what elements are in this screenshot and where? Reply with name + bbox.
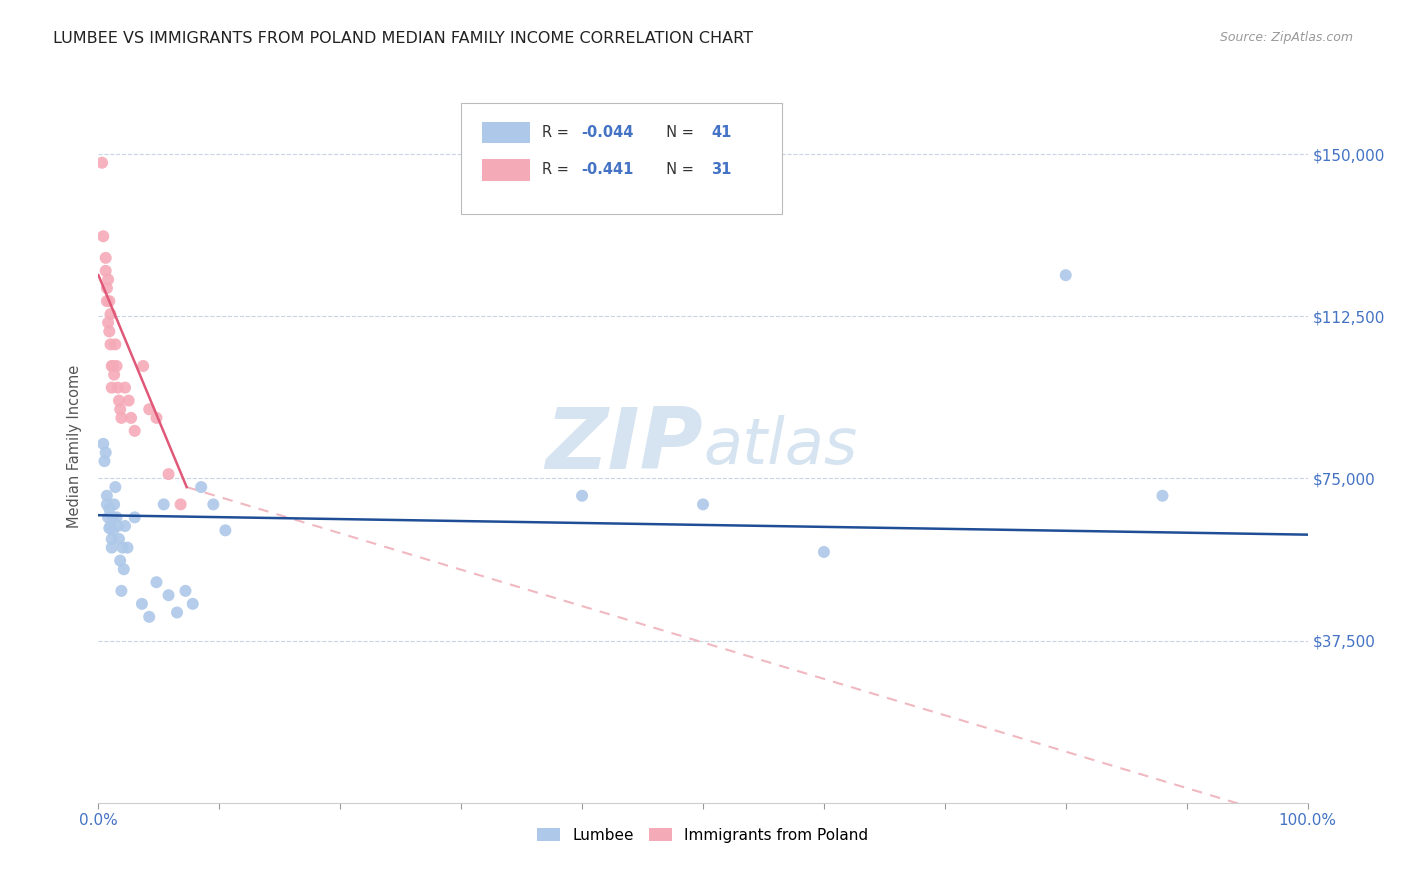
- Point: [190, 480, 212, 494]
- Text: R =: R =: [543, 125, 574, 140]
- Text: ZIP: ZIP: [546, 404, 703, 488]
- Point: [101, 524, 124, 538]
- Point: [96, 281, 118, 295]
- Point: [97, 272, 120, 286]
- Point: [100, 307, 122, 321]
- Point: [97, 510, 120, 524]
- Point: [103, 368, 125, 382]
- Point: [103, 497, 125, 511]
- Point: [117, 541, 139, 555]
- Point: [104, 337, 127, 351]
- Point: [98, 294, 121, 309]
- Point: [110, 583, 132, 598]
- Point: [91, 437, 114, 451]
- Point: [214, 524, 236, 538]
- Point: [1054, 268, 1077, 282]
- FancyBboxPatch shape: [482, 122, 530, 144]
- Y-axis label: Median Family Income: Median Family Income: [67, 364, 83, 528]
- Point: [131, 597, 153, 611]
- Point: [93, 454, 115, 468]
- Point: [118, 393, 141, 408]
- Point: [91, 155, 114, 169]
- Point: [112, 562, 135, 576]
- Point: [94, 264, 117, 278]
- Point: [105, 359, 128, 373]
- Point: [105, 510, 128, 524]
- FancyBboxPatch shape: [482, 159, 530, 180]
- Point: [100, 532, 122, 546]
- Point: [96, 294, 118, 309]
- Text: 41: 41: [711, 125, 733, 140]
- Point: [101, 510, 124, 524]
- Text: -0.044: -0.044: [581, 125, 633, 140]
- Text: N =: N =: [657, 162, 699, 178]
- Point: [91, 229, 114, 244]
- Point: [96, 489, 118, 503]
- Point: [101, 359, 124, 373]
- Point: [98, 501, 121, 516]
- Point: [157, 467, 180, 482]
- Point: [174, 583, 197, 598]
- Point: [104, 480, 127, 494]
- Text: LUMBEE VS IMMIGRANTS FROM POLAND MEDIAN FAMILY INCOME CORRELATION CHART: LUMBEE VS IMMIGRANTS FROM POLAND MEDIAN …: [53, 31, 754, 46]
- Point: [181, 597, 204, 611]
- Point: [124, 424, 146, 438]
- Point: [157, 588, 180, 602]
- Point: [100, 337, 122, 351]
- FancyBboxPatch shape: [461, 103, 782, 214]
- Text: 31: 31: [711, 162, 733, 178]
- Point: [100, 381, 122, 395]
- Point: [124, 510, 146, 524]
- Point: [1152, 489, 1174, 503]
- Point: [114, 519, 136, 533]
- Point: [98, 325, 121, 339]
- Point: [169, 497, 191, 511]
- Point: [100, 359, 122, 373]
- Text: atlas: atlas: [703, 415, 858, 477]
- Point: [94, 251, 117, 265]
- Legend: Lumbee, Immigrants from Poland: Lumbee, Immigrants from Poland: [531, 822, 875, 848]
- Point: [96, 497, 118, 511]
- Point: [100, 519, 122, 533]
- Point: [202, 497, 225, 511]
- Point: [97, 316, 120, 330]
- Point: [108, 402, 131, 417]
- Text: N =: N =: [657, 125, 699, 140]
- Point: [145, 410, 167, 425]
- Point: [107, 381, 129, 395]
- Point: [110, 410, 132, 425]
- Point: [108, 393, 131, 408]
- Point: [107, 519, 129, 533]
- Point: [100, 541, 122, 555]
- Point: [145, 575, 167, 590]
- Point: [571, 489, 593, 503]
- Text: -0.441: -0.441: [581, 162, 633, 178]
- Point: [138, 610, 160, 624]
- Text: R =: R =: [543, 162, 574, 178]
- Point: [166, 606, 188, 620]
- Point: [111, 541, 134, 555]
- Point: [132, 359, 155, 373]
- Point: [114, 381, 136, 395]
- Point: [94, 445, 117, 459]
- Point: [98, 521, 121, 535]
- Point: [692, 497, 714, 511]
- Point: [108, 532, 131, 546]
- Point: [138, 402, 160, 417]
- Point: [108, 553, 131, 567]
- Text: Source: ZipAtlas.com: Source: ZipAtlas.com: [1219, 31, 1353, 45]
- Point: [120, 410, 142, 425]
- Point: [152, 497, 174, 511]
- Point: [813, 545, 835, 559]
